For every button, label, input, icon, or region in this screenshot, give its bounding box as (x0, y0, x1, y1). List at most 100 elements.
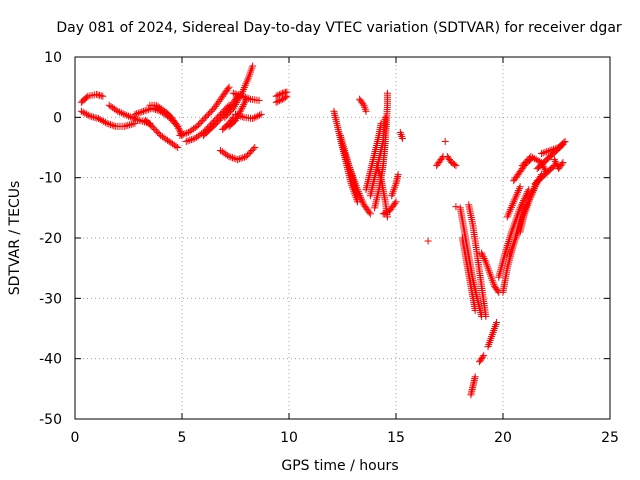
data-point (233, 111, 241, 119)
data-point (193, 122, 201, 130)
data-point (532, 156, 540, 164)
data-point (204, 110, 212, 118)
data-point (478, 251, 486, 259)
x-tick-label: 0 (71, 430, 80, 446)
data-point (184, 137, 192, 145)
data-point (248, 147, 256, 155)
x-tick-label: 20 (494, 430, 512, 446)
data-point (283, 92, 291, 100)
data-point (281, 93, 289, 101)
data-point (230, 154, 238, 162)
data-point (272, 98, 280, 106)
data-point (478, 249, 486, 257)
data-point (543, 148, 551, 156)
data-point (551, 145, 559, 153)
data-point (132, 115, 140, 123)
data-point (234, 156, 242, 164)
data-point (129, 120, 137, 128)
data-point (250, 114, 258, 122)
data-point (452, 162, 460, 170)
data-point (240, 99, 248, 107)
data-point (518, 162, 526, 170)
data-point (225, 83, 233, 91)
data-point (245, 95, 253, 103)
data-point (139, 107, 147, 115)
data-point (523, 189, 531, 197)
chart-title: Day 081 of 2024, Sidereal Day-to-day VTE… (56, 20, 622, 36)
data-point (236, 92, 244, 100)
data-point (181, 130, 189, 138)
data-point (238, 113, 246, 121)
data-point (275, 91, 283, 99)
data-point (255, 96, 263, 104)
data-point (183, 129, 191, 137)
data-point (548, 146, 556, 154)
x-tick-label: 15 (387, 430, 405, 446)
y-tick-label: -40 (39, 352, 62, 368)
data-point (175, 124, 183, 132)
data-point (551, 157, 559, 165)
data-point (471, 373, 479, 381)
data-point (480, 352, 488, 360)
data-point (561, 137, 569, 145)
data-point (127, 120, 135, 128)
y-axis-label: SDTVAR / TECUs (7, 181, 23, 296)
data-point (383, 89, 391, 97)
data-point (251, 144, 259, 151)
data-point (438, 154, 446, 162)
data-point (200, 115, 208, 123)
data-point (379, 210, 387, 218)
data-point (391, 199, 399, 207)
data-point (525, 154, 533, 162)
data-point (524, 156, 532, 164)
data-point (128, 114, 136, 122)
data-point (239, 154, 247, 162)
data-point (550, 162, 558, 170)
data-point (257, 110, 265, 118)
data-point (232, 110, 239, 118)
data-point (546, 147, 554, 155)
data-point (227, 153, 235, 161)
data-point (239, 102, 247, 110)
data-point (544, 147, 552, 155)
data-point (240, 93, 248, 101)
data-point (103, 119, 111, 127)
data-point (272, 92, 280, 100)
data-point (105, 120, 113, 128)
data-point (114, 107, 122, 115)
data-point (519, 198, 527, 206)
data-point (108, 121, 116, 129)
data-point (558, 160, 566, 168)
axis-ticks: 0 5 10 15 20 25 -50 -40 -30 -20 -10 0 10 (39, 50, 619, 446)
data-point (217, 115, 225, 123)
data-point (424, 237, 432, 245)
data-point (110, 122, 118, 130)
data-point (152, 127, 160, 135)
data-point (550, 156, 558, 164)
y-tick-label: -30 (39, 291, 62, 307)
data-point (365, 208, 373, 216)
data-point (154, 128, 162, 136)
data-point (471, 306, 479, 314)
y-tick-label: 10 (44, 50, 62, 66)
data-point (237, 112, 245, 120)
data-point (255, 111, 263, 119)
data-point (244, 151, 252, 159)
data-point (234, 91, 242, 99)
data-point (126, 121, 134, 129)
data-point (534, 157, 542, 165)
data-point (523, 157, 531, 165)
data-point (174, 144, 182, 151)
grid-lines (75, 57, 610, 419)
data-point (520, 160, 528, 168)
data-point (249, 115, 257, 123)
data-point (522, 191, 530, 199)
data-point (518, 200, 526, 208)
data-point (189, 135, 197, 143)
data-point (83, 93, 91, 101)
data-point (148, 122, 156, 130)
x-tick-label: 5 (178, 430, 187, 446)
data-point (249, 145, 257, 153)
data-point (362, 107, 370, 115)
